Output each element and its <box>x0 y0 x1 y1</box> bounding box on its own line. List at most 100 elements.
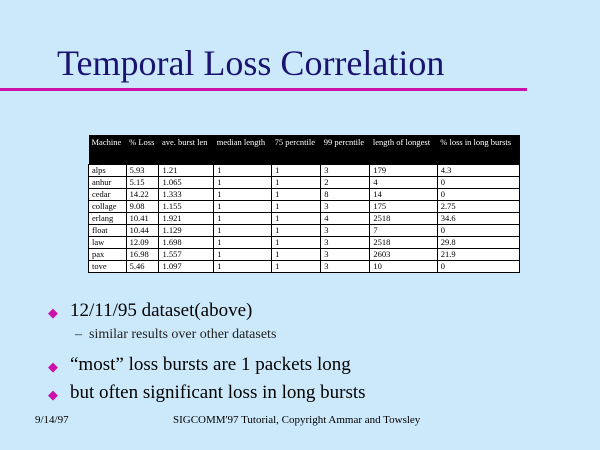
bullet-item-3: but often significant loss in long burst… <box>70 382 366 403</box>
table-row: erlang 10.41 1.921 1 1 4 2518 34.6 <box>88 212 521 225</box>
column-header: % Loss <box>126 135 159 165</box>
table-row: cedar 14.22 1.333 1 1 8 14 0 <box>88 188 521 201</box>
table-row: anhur 5.15 1.065 1 1 2 4 0 <box>88 176 521 189</box>
table-cell: float <box>88 224 127 237</box>
table-cell: 1 <box>213 248 272 261</box>
table-cell: 1 <box>213 236 272 249</box>
table-cell: cedar <box>88 188 127 201</box>
table-cell: 29.8 <box>436 236 521 249</box>
column-header: length of longest <box>369 135 438 165</box>
table-row: float 10.44 1.129 1 1 3 7 0 <box>88 224 521 237</box>
diamond-bullet-icon: ◆ <box>48 305 58 320</box>
column-header: ave. burst len <box>158 135 214 165</box>
bullet-item-2: “most” loss bursts are 1 packets long <box>70 354 351 375</box>
table-cell: 1 <box>271 188 321 201</box>
table-cell: 3 <box>320 260 370 273</box>
table-cell: 0 <box>436 260 521 273</box>
footer-date: 9/14/97 <box>35 414 69 426</box>
table-cell: erlang <box>88 212 127 225</box>
table-cell: law <box>88 236 127 249</box>
sub-bullet-1: – similar results over other datasets <box>75 327 277 342</box>
table-row: alps 5.93 1.21 1 1 3 179 4.3 <box>88 164 521 177</box>
table-cell: 1 <box>271 260 321 273</box>
table-cell: 0 <box>436 176 521 189</box>
table-cell: 5.46 <box>125 260 159 273</box>
table-cell: 1.129 <box>158 224 214 237</box>
table-cell: 10.44 <box>125 224 159 237</box>
loss-table: Machine% Loss ave. burst len median length… <box>88 135 521 273</box>
column-header: 99 percntile <box>320 135 370 165</box>
table-cell: 10.41 <box>125 212 159 225</box>
table-row: collage 9.08 1.155 1 1 3 175 2.75 <box>88 200 521 213</box>
table-cell: 1.557 <box>158 248 214 261</box>
table-cell: 5.15 <box>125 176 159 189</box>
table-cell: 14.22 <box>125 188 159 201</box>
table-cell: 1 <box>213 224 272 237</box>
diamond-bullet-icon: ◆ <box>48 387 58 402</box>
table-cell: tove <box>88 260 127 273</box>
table-cell: 7 <box>369 224 438 237</box>
table-cell: 9.08 <box>125 200 159 213</box>
table-cell: 179 <box>369 164 438 177</box>
table-cell: 1 <box>271 164 321 177</box>
table-cell: 1 <box>271 224 321 237</box>
table-cell: 1 <box>271 248 321 261</box>
table-cell: 1.065 <box>158 176 214 189</box>
table-cell: 2518 <box>369 236 438 249</box>
table-cell: 2603 <box>369 248 438 261</box>
table-cell: 1 <box>213 188 272 201</box>
table-cell: 1 <box>213 200 272 213</box>
column-header: Machine <box>88 135 127 165</box>
table-cell: 3 <box>320 200 370 213</box>
table-cell: 0 <box>436 224 521 237</box>
table-row: pax 16.98 1.557 1 1 3 2603 21.9 <box>88 248 521 261</box>
table-cell: 3 <box>320 248 370 261</box>
table-cell: 0 <box>436 188 521 201</box>
column-header: % loss in long bursts <box>437 135 520 165</box>
table-row: tove 5.46 1.097 1 1 3 10 0 <box>88 260 521 273</box>
table-cell: 1 <box>271 176 321 189</box>
table-cell: 4 <box>320 212 370 225</box>
table-cell: 21.9 <box>436 248 521 261</box>
table-cell: 8 <box>320 188 370 201</box>
footer-credit: SIGCOMM'97 Tutorial, Copyright Ammar and… <box>173 414 421 426</box>
table-cell: 1.21 <box>158 164 214 177</box>
table-cell: 1.921 <box>158 212 214 225</box>
title-underline <box>0 88 527 91</box>
table-cell: 4 <box>369 176 438 189</box>
table-cell: collage <box>88 200 127 213</box>
slide-title: Temporal Loss Correlation <box>57 43 445 83</box>
table-cell: 34.6 <box>436 212 521 225</box>
table-cell: 1.333 <box>158 188 214 201</box>
table-cell: 12.09 <box>125 236 159 249</box>
table-cell: 1.155 <box>158 200 214 213</box>
table-cell: 4.3 <box>436 164 521 177</box>
diamond-bullet-icon: ◆ <box>48 359 58 374</box>
table-body: alps 5.93 1.21 1 1 3 179 4.3 anhur 5.15 1.065 1 1 2 4 0… <box>88 164 521 273</box>
sub-bullet-text: similar results over other datasets <box>89 327 277 342</box>
table-header-row: Machine% Loss ave. burst len median length… <box>88 135 520 165</box>
table-cell: 3 <box>320 224 370 237</box>
table-cell: 1.698 <box>158 236 214 249</box>
table-cell: 2518 <box>369 212 438 225</box>
table-cell: 1 <box>271 200 321 213</box>
table-cell: 1 <box>213 164 272 177</box>
table-cell: 1 <box>271 212 321 225</box>
column-header: median length <box>213 135 272 165</box>
table-cell: 1 <box>213 176 272 189</box>
column-header: 75 percntile <box>271 135 321 165</box>
bullet-item-1: 12/11/95 dataset(above) <box>70 300 253 321</box>
table-cell: 5.93 <box>125 164 159 177</box>
table-cell: 16.98 <box>125 248 159 261</box>
table-cell: 2.75 <box>436 200 521 213</box>
table-cell: pax <box>88 248 127 261</box>
table-row: law 12.09 1.698 1 1 3 2518 29.8 <box>88 236 521 249</box>
table-cell: 1.097 <box>158 260 214 273</box>
table-cell: 10 <box>369 260 438 273</box>
table-cell: 1 <box>213 212 272 225</box>
table-cell: 175 <box>369 200 438 213</box>
table-cell: anhur <box>88 176 127 189</box>
table-cell: 14 <box>369 188 438 201</box>
table-cell: alps <box>88 164 127 177</box>
table-cell: 1 <box>213 260 272 273</box>
